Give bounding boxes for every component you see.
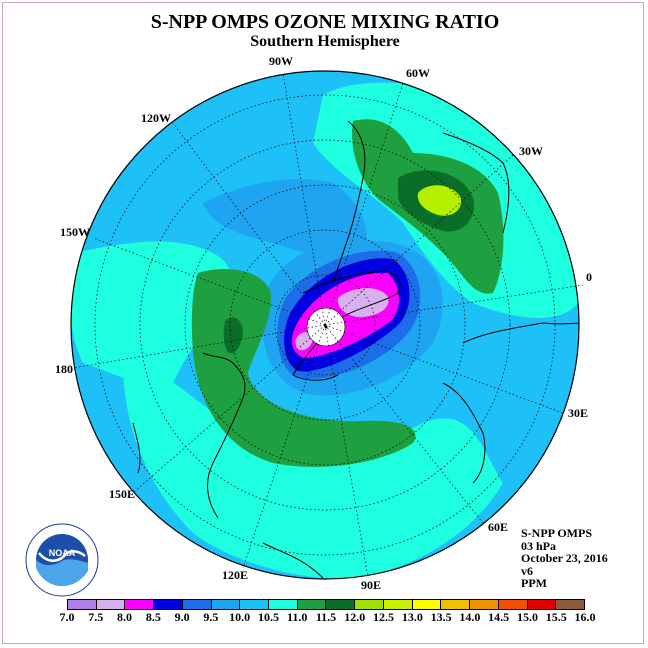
- lon-label-150e: 150E: [109, 487, 135, 501]
- colorbar-label: 7.5: [88, 610, 104, 624]
- field-yellowgreen-ne: [417, 185, 462, 216]
- colorbar-label: 8.0: [117, 610, 133, 624]
- colorbar-label: 9.5: [203, 610, 219, 624]
- colorbar-label: 9.0: [174, 610, 190, 624]
- colorbar-swatch: [211, 600, 241, 609]
- colorbar-swatch: [182, 600, 212, 609]
- colorbar-swatch: [269, 600, 298, 609]
- map-border: [70, 70, 580, 580]
- info-units: PPM: [521, 576, 547, 590]
- colorbar-swatch: [527, 600, 557, 609]
- lon-label-150w: 150W: [60, 225, 90, 239]
- info-level: 03 hPa: [521, 538, 557, 553]
- field-darkgreen-sw: [223, 317, 243, 354]
- colorbar-swatch: [470, 600, 499, 609]
- colorbar-swatch: [240, 600, 270, 609]
- colorbar-label: 11.0: [287, 610, 308, 624]
- colorbar-label: 13.5: [430, 610, 452, 624]
- colorbar-swatch: [556, 600, 584, 609]
- lon-label-60e: 60E: [488, 520, 508, 534]
- colorbar-swatch: [412, 600, 442, 609]
- lon-label-90w: 90W: [269, 54, 293, 68]
- lon-label-60w: 60W: [406, 66, 430, 80]
- colorbar-label: 15.0: [516, 610, 538, 624]
- colorbar-label: 8.5: [145, 610, 161, 624]
- colorbar-label: 16.0: [574, 610, 596, 624]
- colorbar-label: 7.0: [59, 610, 75, 624]
- lon-label-30w: 30W: [519, 144, 543, 158]
- colorbar-label: 12.5: [373, 610, 395, 624]
- colorbar-swatch: [498, 600, 528, 609]
- lon-label-120e: 120E: [222, 568, 248, 582]
- coastlines: [132, 120, 579, 579]
- field-cyan-w: [71, 241, 232, 386]
- map-title: S-NPP OMPS OZONE MIXING RATIO: [150, 11, 500, 33]
- colorbar-label: 10.0: [229, 610, 251, 624]
- colorbar-label: 11.5: [315, 610, 337, 624]
- colorbar-swatch: [326, 600, 356, 609]
- colorbar-swatch: [125, 600, 155, 609]
- graticule: [94, 94, 556, 556]
- info-version: v6: [521, 563, 533, 578]
- lon-label-180: 180: [55, 362, 73, 376]
- info-instrument: S-NPP OMPS: [521, 526, 592, 540]
- colorbar-label: 14.0: [459, 610, 481, 624]
- noaa-logo: NOAA: [25, 523, 99, 597]
- info-block: S-NPP OMPS 03 hPa October 23, 2016 v6 PP…: [521, 527, 608, 590]
- lon-label-120w: 120W: [141, 111, 171, 125]
- lon-label-90e: 90E: [361, 578, 381, 592]
- colorbar-swatch: [154, 600, 183, 609]
- colorbar-labels: 7.0 7.5 8.0 8.5 9.0 9.5 10.0 10.5 11.0 11.5 12.0 12…: [60, 610, 596, 624]
- info-date: October 23, 2016: [521, 551, 608, 565]
- noaa-logo-text: NOAA: [49, 548, 76, 558]
- meridians: [72, 72, 584, 579]
- colorbar-swatch: [297, 600, 327, 609]
- colorbar-label: 15.5: [545, 610, 567, 624]
- colorbar-swatch: [383, 600, 413, 609]
- colorbar-label: 10.5: [257, 610, 279, 624]
- colorbar-swatch: [441, 600, 471, 609]
- lon-label-0: 0: [586, 270, 592, 284]
- field-lavender-vortex: [337, 288, 389, 318]
- field-lavender-vortex-b: [295, 332, 313, 351]
- colorbar-label: 13.0: [401, 610, 423, 624]
- colorbar-label: 12.0: [344, 610, 366, 624]
- colorbar: [67, 599, 585, 610]
- colorbar-label: 14.5: [488, 610, 510, 624]
- field-green-sw: [191, 269, 416, 467]
- lon-label-30e: 30E: [568, 406, 588, 420]
- field-lightblue-nw: [203, 179, 367, 258]
- colorbar-swatch: [96, 600, 126, 609]
- colorbar-swatch: [355, 600, 384, 609]
- colorbar-swatch: [68, 600, 97, 609]
- polar-map: 90W 60W 30W 120W 150W 0 180 30E 150E 60E…: [55, 54, 592, 592]
- map-subtitle: Southern Hemisphere: [250, 33, 400, 50]
